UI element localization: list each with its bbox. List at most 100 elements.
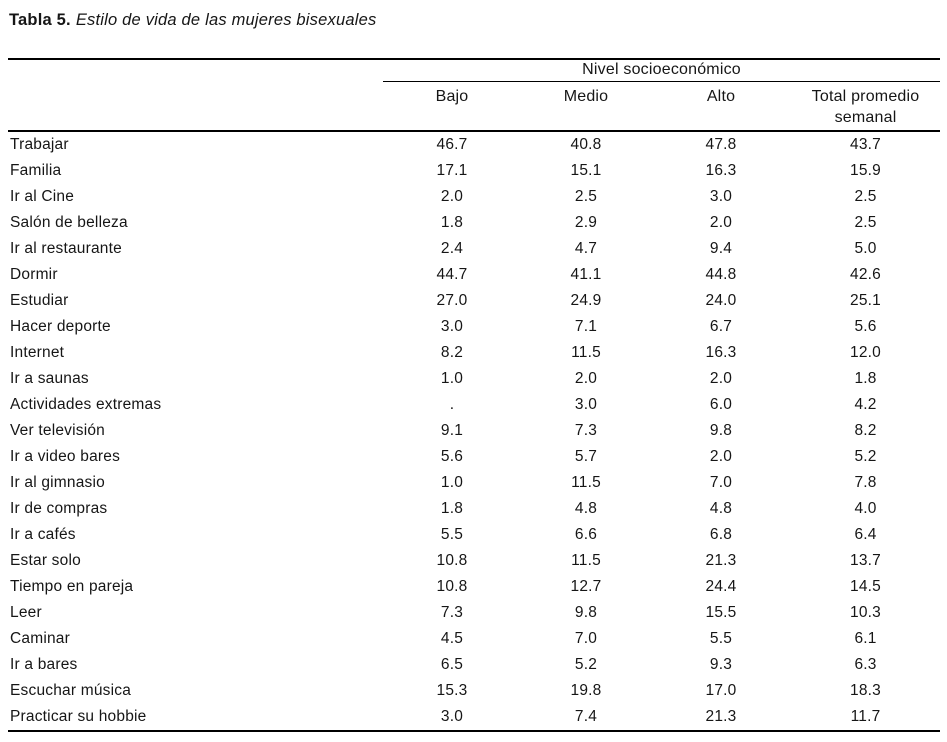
value-cell: 3.0	[709, 188, 733, 205]
row-label: Familia	[10, 162, 62, 179]
header-empty-cell	[8, 81, 383, 132]
value-cell: 11.5	[571, 344, 601, 361]
table-row: Ir al gimnasio 1.0 11.5 7.0 7.8	[8, 470, 940, 496]
value-cell: 9.3	[709, 656, 733, 673]
value-cell: 11.7	[791, 704, 941, 732]
value-cell: 21.3	[651, 704, 791, 732]
row-label: Estar solo	[10, 552, 81, 569]
value-cell: 16.3	[705, 344, 737, 361]
table-row: Salón de belleza 1.8 2.9 2.0 2.5	[8, 210, 940, 236]
value-cell: .	[449, 396, 455, 413]
value-cell: 18.3	[850, 682, 881, 699]
value-cell: 2.5	[854, 214, 877, 231]
value-cell: 5.6	[854, 318, 877, 335]
value-cell: 2.0	[574, 370, 598, 387]
spanner-row: Nivel socioeconómico	[8, 58, 941, 82]
value-cell: 17.0	[705, 682, 737, 699]
row-label: Ir al gimnasio	[10, 474, 105, 491]
value-cell: 15.1	[570, 162, 602, 179]
column-header-medio: Medio	[521, 81, 651, 132]
table-row: Hacer deporte 3.0 7.1 6.7 5.6	[8, 314, 940, 340]
row-label: Leer	[10, 604, 42, 621]
value-cell: 1.8	[440, 500, 464, 517]
value-cell: 27.0	[436, 292, 468, 309]
value-cell: 4.0	[854, 500, 877, 517]
value-cell: 7.4	[521, 704, 651, 732]
value-cell: 2.0	[440, 188, 464, 205]
row-label: Ir al restaurante	[10, 240, 122, 257]
value-cell: 10.8	[436, 578, 468, 595]
value-cell: 7.3	[440, 604, 464, 621]
value-cell: 2.0	[709, 448, 733, 465]
value-cell: 24.9	[570, 292, 602, 309]
value-cell: 15.3	[436, 682, 468, 699]
value-cell: 9.8	[709, 422, 733, 439]
table-row: Ir al restaurante 2.4 4.7 9.4 5.0	[8, 236, 940, 262]
value-cell: 5.0	[854, 240, 877, 257]
row-label: Caminar	[10, 630, 70, 647]
value-cell: 4.2	[854, 396, 877, 413]
value-cell: 3.0	[440, 318, 464, 335]
value-cell: 17.1	[436, 162, 468, 179]
table-row: Ir a cafés 5.5 6.6 6.8 6.4	[8, 522, 940, 548]
row-label: Dormir	[10, 266, 58, 283]
row-label: Actividades extremas	[10, 396, 162, 413]
table-row: Ver televisión 9.1 7.3 9.8 8.2	[8, 418, 940, 444]
table-row: Estar solo 10.8 11.5 21.3 13.7	[8, 548, 940, 574]
value-cell: 14.5	[850, 578, 881, 595]
value-cell: 7.1	[574, 318, 598, 335]
value-cell: 2.5	[854, 188, 877, 205]
table-row: Trabajar 46.7 40.8 47.8 43.7	[8, 131, 940, 158]
value-cell: 6.8	[709, 526, 733, 543]
column-header-bajo: Bajo	[383, 81, 521, 132]
value-cell: 1.0	[440, 370, 464, 387]
value-cell: 2.4	[440, 240, 464, 257]
table-row: Actividades extremas. 3.0 6.0 4.2	[8, 392, 940, 418]
table-row: Ir a bares 6.5 5.2 9.3 6.3	[8, 652, 940, 678]
value-cell: 6.3	[854, 656, 877, 673]
value-cell: 11.5	[571, 474, 601, 491]
table-row: Estudiar 27.0 24.9 24.0 25.1	[8, 288, 940, 314]
value-cell: 2.9	[574, 214, 598, 231]
value-cell: 7.3	[574, 422, 598, 439]
row-label: Ir a video bares	[10, 448, 121, 465]
value-cell: 44.8	[705, 266, 737, 283]
value-cell: 6.5	[440, 656, 464, 673]
table-row: Ir a video bares 5.6 5.7 2.0 5.2	[8, 444, 940, 470]
value-cell: 7.0	[709, 474, 733, 491]
value-cell: 10.8	[436, 552, 468, 569]
value-cell: 5.2	[854, 448, 877, 465]
value-cell: 8.2	[440, 344, 464, 361]
table-number: Tabla 5.	[9, 11, 71, 29]
value-cell: 6.6	[574, 526, 598, 543]
value-cell: 43.7	[850, 136, 881, 153]
value-cell: 46.7	[436, 136, 468, 153]
table-caption: Estilo de vida de las mujeres bisexuales	[75, 11, 377, 29]
value-cell: 10.3	[850, 604, 881, 621]
value-cell: 19.8	[570, 682, 602, 699]
table-row: Ir al Cine 2.0 2.5 3.0 2.5	[8, 184, 940, 210]
table-row: Dormir 44.7 41.1 44.8 42.6	[8, 262, 940, 288]
value-cell: 24.4	[705, 578, 737, 595]
table-row: Caminar 4.5 7.0 5.5 6.1	[8, 626, 940, 652]
value-cell: 7.0	[574, 630, 598, 647]
value-cell: 3.0	[574, 396, 598, 413]
row-label: Escuchar música	[10, 682, 132, 699]
value-cell: 15.9	[850, 162, 881, 179]
table-row: Leer 7.3 9.8 15.5 10.3	[8, 600, 940, 626]
value-cell: 1.8	[440, 214, 464, 231]
value-cell: 2.0	[709, 370, 733, 387]
value-cell: 2.0	[709, 214, 733, 231]
value-cell: 4.8	[709, 500, 733, 517]
value-cell: 44.7	[436, 266, 468, 283]
row-label: Ir al Cine	[10, 188, 75, 205]
row-label: Tiempo en pareja	[10, 578, 134, 595]
value-cell: 9.8	[574, 604, 598, 621]
table-row: Practicar su hobbie 3.0 7.4 21.3 11.7	[8, 704, 941, 732]
table-title: Tabla 5. Estilo de vida de las mujeres bi…	[9, 9, 940, 31]
table-row: Ir a saunas 1.0 2.0 2.0 1.8	[8, 366, 940, 392]
value-cell: 9.1	[440, 422, 464, 439]
column-header-row: Bajo Medio Alto Total promedio semanal	[8, 81, 941, 132]
value-cell: 13.7	[850, 552, 881, 569]
row-label: Ir a bares	[10, 656, 78, 673]
